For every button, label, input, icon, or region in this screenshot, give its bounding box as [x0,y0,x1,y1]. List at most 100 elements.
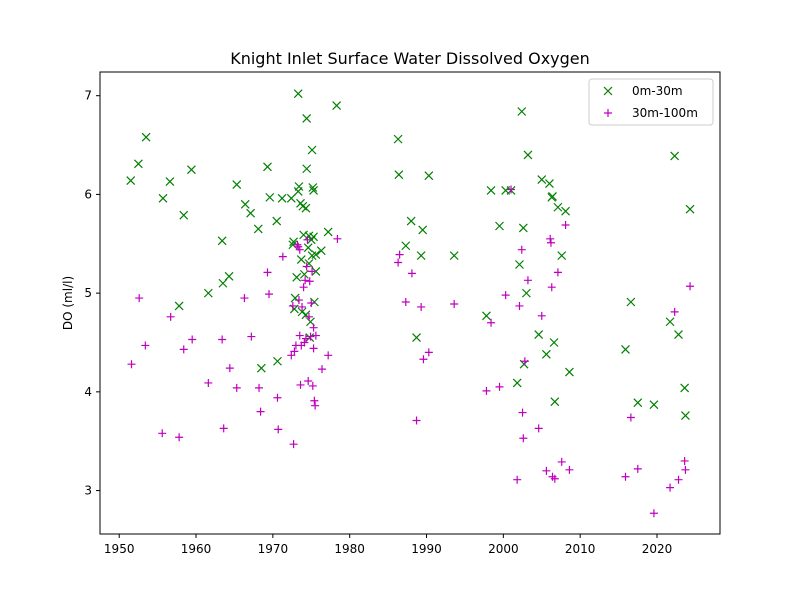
data-point [394,258,403,267]
data-point [545,179,554,188]
data-point [553,268,562,277]
data-point [515,301,524,310]
data-point [297,307,307,317]
data-point [401,241,411,251]
x-tick-label: 2010 [565,542,596,556]
data-point [265,290,274,299]
y-axis-label: DO (ml/l) [61,276,75,330]
data-point [293,89,303,99]
data-point [534,330,544,340]
data-point [308,183,318,192]
data-point [240,294,249,303]
data-point [232,180,242,189]
data-point [324,351,333,360]
data-point [141,341,150,350]
data-point [133,159,143,169]
plot-area [99,71,721,535]
data-point [537,175,547,185]
x-tick-label: 1950 [104,542,135,556]
data-point [240,199,250,209]
data-point [272,216,282,226]
data-point [246,208,256,218]
data-point [518,408,527,417]
data-point [553,202,563,212]
data-point [670,151,680,161]
data-point [546,238,555,247]
data-point [188,335,197,344]
data-point [296,380,305,389]
data-point [306,332,315,341]
data-point [141,132,151,142]
legend-label: 0m-30m [632,84,683,98]
data-point [419,355,428,364]
data-point [401,298,410,307]
data-point [487,318,496,327]
data-point [406,216,416,226]
legend-marker [604,109,612,117]
data-point [523,276,532,285]
data-point [253,224,263,234]
data-point [333,234,342,243]
data-point [204,378,213,387]
data-point [482,311,491,321]
data-point [302,113,312,123]
data-point [309,186,319,195]
data-point [557,251,567,261]
data-point [680,383,690,393]
data-point [247,332,256,341]
data-point [278,252,287,261]
data-point [304,376,313,385]
data-point [686,282,695,291]
data-point [218,335,227,344]
data-point [316,246,326,256]
data-point [523,150,533,160]
data-point [670,307,679,316]
data-point [299,269,309,279]
data-point [179,210,189,220]
data-point [649,509,658,518]
chart-title: Knight Inlet Surface Water Dissolved Oxy… [230,49,590,68]
series-deep [127,185,695,518]
data-point [521,288,531,298]
x-tick-label: 1980 [334,542,365,556]
data-point [517,245,526,254]
data-point [486,186,496,195]
data-point [219,424,228,433]
legend: 0m-30m 30m-100m [588,78,714,126]
y-axis: 3 4 5 6 7 [84,89,100,498]
data-point [332,101,342,110]
data-point [126,176,136,186]
data-point [564,367,574,377]
data-point [263,268,272,277]
data-point [290,293,300,303]
data-point [294,182,304,191]
data-point [495,221,504,231]
data-point [277,193,287,203]
data-point [225,364,234,373]
data-point [303,243,313,253]
data-point [548,191,557,201]
data-point [513,475,522,484]
data-point [518,223,528,233]
data-point [424,171,434,181]
data-point [166,312,175,321]
data-point [561,206,571,216]
data-point [541,349,551,359]
x-tick-label: 2020 [642,542,673,556]
data-point [187,165,196,175]
data-point [395,250,404,259]
data-point [274,425,283,434]
data-point [305,333,315,342]
data-point [674,330,683,340]
data-point [394,170,404,180]
data-point [621,344,630,354]
data-point [311,401,320,410]
data-point [507,185,516,194]
y-tick-label: 6 [84,187,92,201]
data-point [158,193,168,203]
data-point [685,204,695,214]
data-point [557,457,566,466]
data-point [416,251,426,261]
data-point [633,398,643,408]
